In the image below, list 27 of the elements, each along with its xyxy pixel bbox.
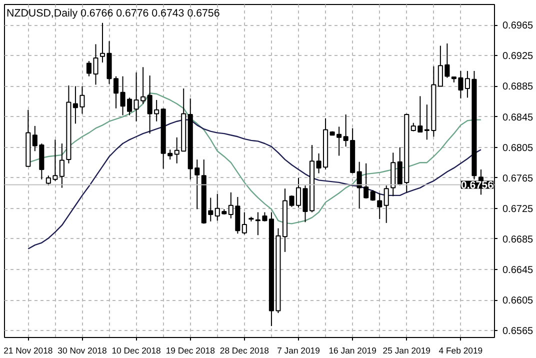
x-tick-label: 16 Jan 2019 — [328, 346, 377, 356]
x-tick-label: 7 Jan 2019 — [277, 346, 320, 356]
candlestick — [384, 185, 389, 224]
y-tick-label: 0.6805 — [502, 142, 534, 154]
y-tick-label: 0.6685 — [502, 234, 534, 246]
y-tick-label: 0.6885 — [502, 82, 534, 93]
x-tick-label: 19 Dec 2018 — [166, 346, 216, 356]
y-tick-label: 0.6725 — [502, 204, 534, 215]
y-tick-label: 0.6765 — [502, 173, 534, 184]
y-tick-label: 0.6845 — [502, 112, 534, 124]
y-tick-label: 0.6605 — [502, 296, 534, 307]
ref-line-label: 0.6756 — [460, 180, 494, 192]
candlestick — [370, 190, 376, 202]
y-tick-label: 0.6965 — [502, 20, 534, 32]
x-tick-label: 30 Nov 2018 — [58, 346, 107, 356]
candlestick — [377, 192, 382, 220]
x-tick-label: 4 Feb 2019 — [438, 346, 483, 356]
x-tick-label: 28 Dec 2018 — [220, 346, 270, 356]
x-tick-label: 21 Nov 2018 — [4, 346, 53, 356]
chart-title: NZDUSD,Daily 0.6766 0.6776 0.6743 0.6756 — [6, 8, 220, 20]
y-tick-label: 0.6565 — [502, 326, 534, 338]
y-tick-label: 0.6645 — [502, 265, 534, 276]
candlestick — [59, 143, 64, 188]
x-tick-label: 25 Jan 2019 — [382, 346, 431, 356]
x-tick-label: 10 Dec 2018 — [112, 346, 162, 356]
candlestick — [242, 212, 247, 235]
y-tick-label: 0.6925 — [502, 51, 534, 62]
